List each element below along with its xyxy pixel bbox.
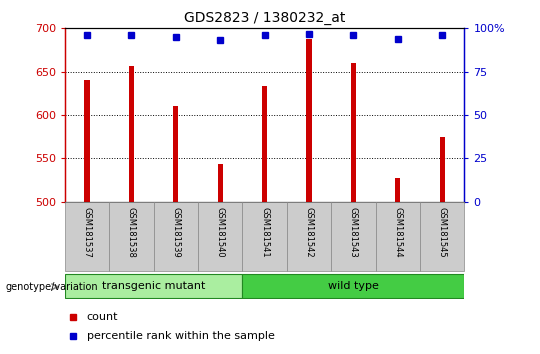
Bar <box>173 106 178 202</box>
Bar <box>65 274 242 298</box>
Bar <box>440 137 445 202</box>
Bar <box>129 65 134 202</box>
Text: transgenic mutant: transgenic mutant <box>102 281 205 291</box>
Bar <box>351 63 356 202</box>
Bar <box>218 164 223 202</box>
Bar <box>262 86 267 202</box>
Text: GSM181545: GSM181545 <box>438 207 447 258</box>
Bar <box>331 202 376 271</box>
Text: GSM181542: GSM181542 <box>305 207 314 258</box>
Text: genotype/variation: genotype/variation <box>5 282 98 292</box>
Bar <box>65 202 109 271</box>
Text: GSM181538: GSM181538 <box>127 207 136 258</box>
Text: wild type: wild type <box>328 281 379 291</box>
Bar <box>287 202 331 271</box>
Text: GSM181540: GSM181540 <box>215 207 225 258</box>
Bar <box>109 202 153 271</box>
Bar <box>153 202 198 271</box>
Bar <box>420 202 464 271</box>
Text: GSM181543: GSM181543 <box>349 207 358 258</box>
Bar <box>376 202 420 271</box>
Bar <box>198 202 242 271</box>
Text: GSM181539: GSM181539 <box>171 207 180 258</box>
Title: GDS2823 / 1380232_at: GDS2823 / 1380232_at <box>184 11 345 24</box>
Bar <box>242 274 464 298</box>
Text: GSM181544: GSM181544 <box>393 207 402 258</box>
Bar <box>242 202 287 271</box>
Text: GSM181537: GSM181537 <box>83 207 91 258</box>
Bar <box>306 39 312 202</box>
Bar <box>395 178 401 202</box>
Bar <box>84 80 90 202</box>
Text: count: count <box>87 312 118 322</box>
Text: GSM181541: GSM181541 <box>260 207 269 258</box>
Text: percentile rank within the sample: percentile rank within the sample <box>87 331 275 341</box>
